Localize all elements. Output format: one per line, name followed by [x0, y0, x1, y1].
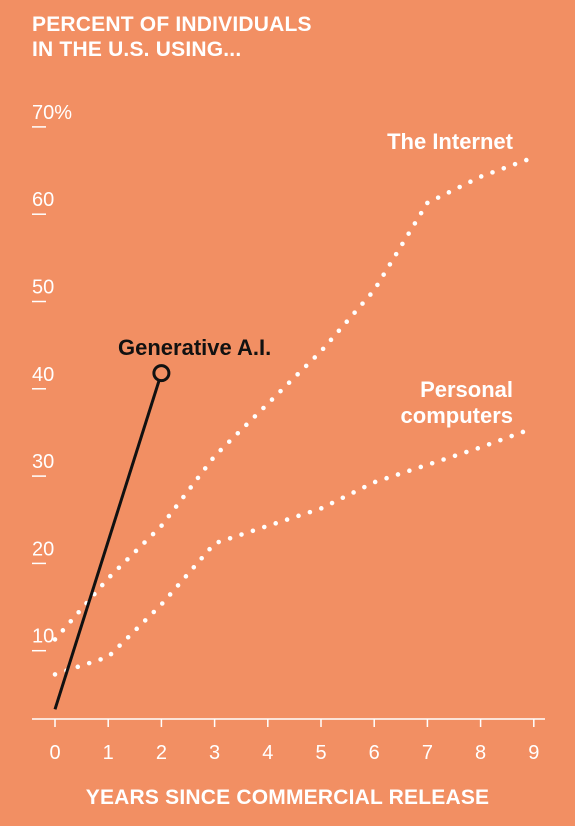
x-axis-title: YEARS SINCE COMMERCIAL RELEASE: [85, 786, 490, 809]
x-tick-label: 3: [209, 742, 220, 764]
series-label-personal-computers: computers: [401, 403, 513, 428]
x-tick-label: 4: [262, 742, 273, 764]
series-line-personal-computers: [52, 427, 531, 677]
y-tick-label: 40: [32, 364, 54, 386]
x-tick-label: 6: [369, 742, 380, 764]
x-tick-label: 0: [49, 742, 60, 764]
y-tick-label: 50: [32, 277, 54, 299]
series-label-generative-a-i: Generative A.I.: [118, 335, 271, 360]
x-tick-label: 2: [156, 742, 167, 764]
chart-title-line-1: PERCENT OF INDIVIDUALS: [32, 13, 312, 36]
series-layer: [52, 157, 531, 710]
x-tick-label: 8: [475, 742, 486, 764]
series-end-marker-generative-a-i: [152, 364, 171, 383]
y-tick-label: 30: [32, 451, 54, 473]
x-axis: 0 1 2 3 4 5 6 7 8 9: [32, 718, 545, 764]
x-tick-label: 7: [422, 742, 433, 764]
series-line-the-internet: [52, 157, 531, 642]
y-tick-label: 70%: [32, 102, 72, 124]
chart-title: PERCENT OF INDIVIDUALS IN THE U.S. USING…: [32, 12, 312, 62]
y-tick-label: 20: [32, 538, 54, 560]
y-tick-label: 60: [32, 189, 54, 211]
y-tick-label: 10: [32, 626, 54, 648]
x-tick-label: 9: [528, 742, 539, 764]
series-label-personal-computers: Personal: [420, 377, 513, 402]
series-line-generative-a-i: [53, 372, 163, 710]
series-label-the-internet: The Internet: [387, 129, 514, 154]
x-tick-label: 5: [315, 742, 326, 764]
y-axis: 10 20 30 40 50 60 70%: [32, 102, 72, 652]
chart-title-line-2: IN THE U.S. USING...: [32, 38, 242, 61]
x-tick-label: 1: [103, 742, 114, 764]
